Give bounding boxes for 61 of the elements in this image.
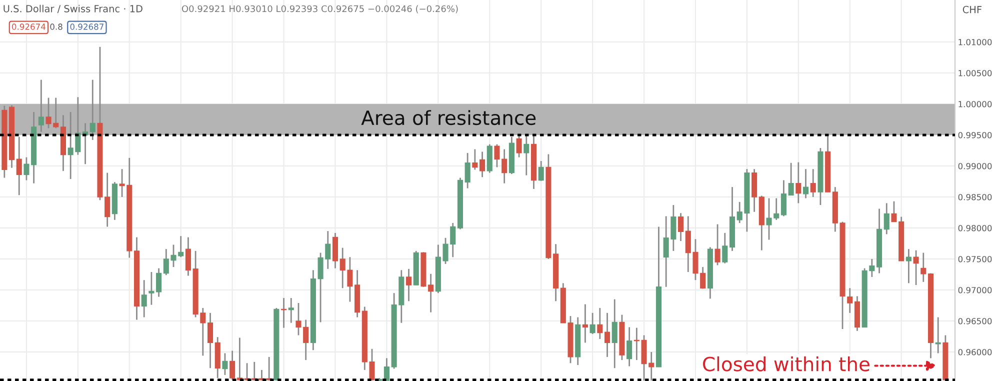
candlestick <box>590 312 596 335</box>
y-tick-label: 1.01000 <box>958 38 992 46</box>
candlestick <box>288 297 294 324</box>
candlestick <box>516 134 522 158</box>
y-tick-label: 0.97000 <box>958 286 992 294</box>
candlestick <box>480 151 486 178</box>
candlestick <box>913 250 919 286</box>
candlestick <box>332 232 338 269</box>
candlestick <box>148 271 154 306</box>
candlestick <box>802 168 809 199</box>
annotation: Closed within the <box>703 356 870 372</box>
candlestick <box>796 162 802 204</box>
candlestick <box>472 148 478 170</box>
candlestick <box>16 136 22 196</box>
annotation: U.S. Dollar / Swiss Franc · 1D <box>4 4 142 14</box>
annotation: O0.92921 H0.93010 L0.92393 C0.92675 −0.00246 (−0.26%) <box>182 5 458 14</box>
candlestick <box>464 152 470 189</box>
candlestick <box>406 268 412 302</box>
annotation: 0.8 <box>50 24 62 30</box>
candlestick <box>141 279 147 318</box>
candlestick <box>906 248 912 284</box>
y-axis-title: CHF <box>962 6 982 14</box>
candlestick <box>884 202 890 235</box>
candlestick <box>230 350 236 381</box>
candlestick <box>810 168 816 198</box>
band-label: Area of resistance <box>361 110 536 126</box>
candlestick <box>24 156 30 181</box>
y-tick-label: 0.96000 <box>958 348 992 356</box>
y-tick-label: 0.98500 <box>958 194 992 200</box>
candlestick <box>788 162 794 196</box>
y-tick-label: 1.00000 <box>958 100 992 108</box>
candlestick <box>90 79 96 141</box>
candlestick <box>612 298 618 369</box>
candlestick <box>538 160 544 182</box>
candlestick <box>935 316 941 354</box>
candlestick <box>597 307 603 340</box>
y-tick-label: 0.99500 <box>958 132 992 138</box>
candlestick <box>780 180 786 217</box>
y-tick-label: 0.99000 <box>958 162 992 170</box>
candlestick <box>678 212 684 242</box>
candlestick <box>582 304 588 344</box>
candlestick <box>604 312 610 358</box>
candlestick <box>207 312 214 369</box>
candlestick <box>222 352 228 376</box>
candlestick <box>524 134 530 176</box>
candlestick <box>626 326 632 367</box>
candlestick <box>920 252 926 283</box>
y-tick-label: 0.96500 <box>958 318 992 324</box>
candlestick <box>847 287 853 314</box>
y-tick-label: 1.00500 <box>958 70 992 76</box>
candlestick <box>38 79 44 133</box>
candlestick <box>384 357 390 381</box>
candlestick <box>185 236 191 276</box>
candlestick <box>714 224 720 266</box>
annotation: 0.92674 <box>12 24 46 30</box>
candlestick <box>428 273 434 313</box>
candlestick <box>722 232 728 264</box>
annotation: 0.92687 <box>70 24 104 30</box>
candlestick <box>156 268 162 298</box>
y-tick-label: 0.97500 <box>958 256 992 262</box>
y-tick-label: 0.98000 <box>958 224 992 232</box>
